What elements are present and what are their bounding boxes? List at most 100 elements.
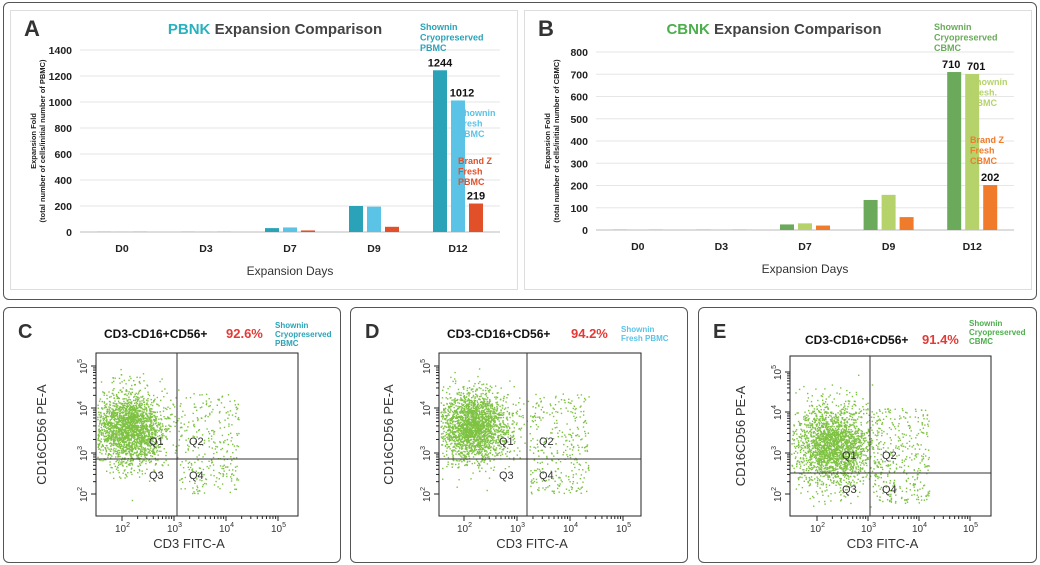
quadrant-label: Q3: [842, 484, 857, 496]
event-dots: [440, 368, 590, 495]
data-label: 219: [467, 191, 485, 203]
y-tick-label: 103: [771, 446, 784, 461]
bar: [881, 194, 896, 230]
sample-label: Shownin Cryopreserved CBMC: [969, 319, 1026, 346]
panel-letter: D: [365, 321, 379, 343]
panel-letter: B: [538, 16, 554, 41]
bar: [469, 203, 483, 232]
bar: [265, 228, 279, 232]
bar: [983, 185, 998, 230]
bar: [283, 227, 297, 232]
data-label: 1244: [428, 57, 453, 69]
gate-label: CD3-CD16+CD56+: [104, 327, 207, 341]
chart-title: CBNK Expansion Comparison: [666, 21, 881, 38]
data-label: 202: [981, 172, 999, 184]
x-tick-label: 105: [963, 522, 978, 535]
bar: [367, 206, 381, 232]
panel-letter: C: [18, 321, 32, 343]
y-tick-label: 103: [77, 446, 90, 461]
x-tick-label: D0: [631, 241, 645, 253]
x-tick-label: D0: [115, 243, 129, 255]
cbnk-bar-chart: B CBNK Expansion Comparison 0 100 200 300 400 5…: [538, 16, 1014, 276]
x-tick-label: 103: [167, 522, 182, 535]
quadrant-label: Q4: [882, 484, 897, 496]
x-tick-label: D9: [367, 243, 381, 255]
y-tick-label: 105: [420, 359, 433, 374]
data-label: 1012: [450, 87, 474, 99]
quadrant-label: Q1: [149, 436, 164, 448]
flow-plot-c: C CD3-CD16+CD56+ 92.6% Shownin Cryopreserved…: [18, 321, 332, 551]
y-tick-label: 1400: [49, 45, 73, 57]
y-tick-label: 104: [77, 401, 90, 416]
panel-letter: A: [24, 16, 40, 41]
bar: [798, 223, 812, 230]
event-dots: [97, 368, 240, 502]
x-axis-label: Expansion Days: [762, 262, 849, 276]
bar: [385, 226, 399, 232]
y-tick-label: 104: [420, 401, 433, 416]
bar: [301, 230, 315, 232]
x-tick-label: 102: [457, 522, 472, 535]
y-tick-label: 1000: [49, 97, 73, 109]
quadrant-label: Q2: [539, 436, 554, 448]
x-tick-label: D9: [882, 241, 896, 253]
x-axis-label: Expansion Days: [247, 264, 334, 278]
bar: [349, 206, 363, 232]
bar: [816, 225, 830, 230]
x-tick-label: 105: [271, 522, 286, 535]
y-tick-label: 700: [570, 69, 588, 81]
x-tick-label: D3: [199, 243, 213, 255]
legend-entry: Shownin Fresh PBMC: [458, 108, 496, 139]
y-tick-label: 500: [570, 114, 588, 126]
y-tick-label: 300: [570, 158, 588, 170]
bar: [899, 217, 914, 230]
data-label: 710: [942, 59, 960, 71]
x-tick-label: 102: [115, 522, 130, 535]
x-tick-label: 105: [616, 522, 631, 535]
x-tick-label: 104: [219, 522, 234, 535]
pbnk-bar-chart: A PBNK Expansion Comparison 0 200 400 600 800 1…: [24, 16, 500, 278]
quadrant-label: Q1: [842, 450, 857, 462]
bar: [965, 74, 980, 230]
y-tick-label: 105: [77, 359, 90, 374]
quadrant-label: Q3: [499, 470, 514, 482]
y-axis-label: CD16CD56 PE-A: [733, 385, 748, 486]
quadrant-label: Q4: [539, 470, 554, 482]
y-axis-label: CD16CD56 PE-A: [34, 384, 49, 485]
x-tick-label: D7: [283, 243, 297, 255]
x-tick-label: D3: [715, 241, 729, 253]
y-tick-label: 104: [771, 405, 784, 420]
bar: [433, 70, 447, 232]
quadrant-label: Q2: [882, 450, 897, 462]
data-label: 701: [967, 61, 985, 73]
y-tick-label: 400: [570, 136, 588, 148]
x-tick-label: 103: [861, 522, 876, 535]
event-dots: [791, 374, 931, 508]
y-tick-label: 200: [54, 201, 72, 213]
panel-letter: E: [713, 321, 726, 343]
legend-entry: Shownin Cryopreserved CBMC: [934, 22, 998, 53]
x-axis-label: CD3 FITC-A: [496, 536, 568, 551]
x-tick-label: D12: [963, 241, 982, 253]
sample-label: Shownin Cryopreserved PBMC: [275, 321, 332, 348]
quadrant-label: Q4: [189, 470, 204, 482]
legend-entry: Brand Z Fresh CBMC: [970, 135, 1005, 166]
sample-label: Shownin Fresh PBMC: [621, 325, 669, 343]
plot-area: [438, 352, 642, 517]
bar: [451, 100, 465, 232]
x-tick-label: 104: [563, 522, 578, 535]
gate-percent: 92.6%: [226, 326, 263, 341]
bar: [863, 199, 878, 230]
y-tick-label: 102: [771, 487, 784, 502]
legend-entry: Shownin Fresh. CBMC: [970, 77, 1008, 108]
y-axis-label: Expansion Fold(total number of cells/ini…: [543, 59, 561, 223]
y-tick-label: 102: [77, 487, 90, 502]
y-tick-label: 600: [54, 149, 72, 161]
gate-label: CD3-CD16+CD56+: [447, 327, 550, 341]
quadrant-label: Q2: [189, 436, 204, 448]
legend-entry: Shownin Cryopreserved PBMC: [420, 22, 484, 53]
y-tick-label: 200: [570, 181, 588, 193]
x-axis-label: CD3 FITC-A: [847, 536, 919, 551]
x-tick-label: D12: [448, 243, 467, 255]
bar: [780, 224, 794, 230]
